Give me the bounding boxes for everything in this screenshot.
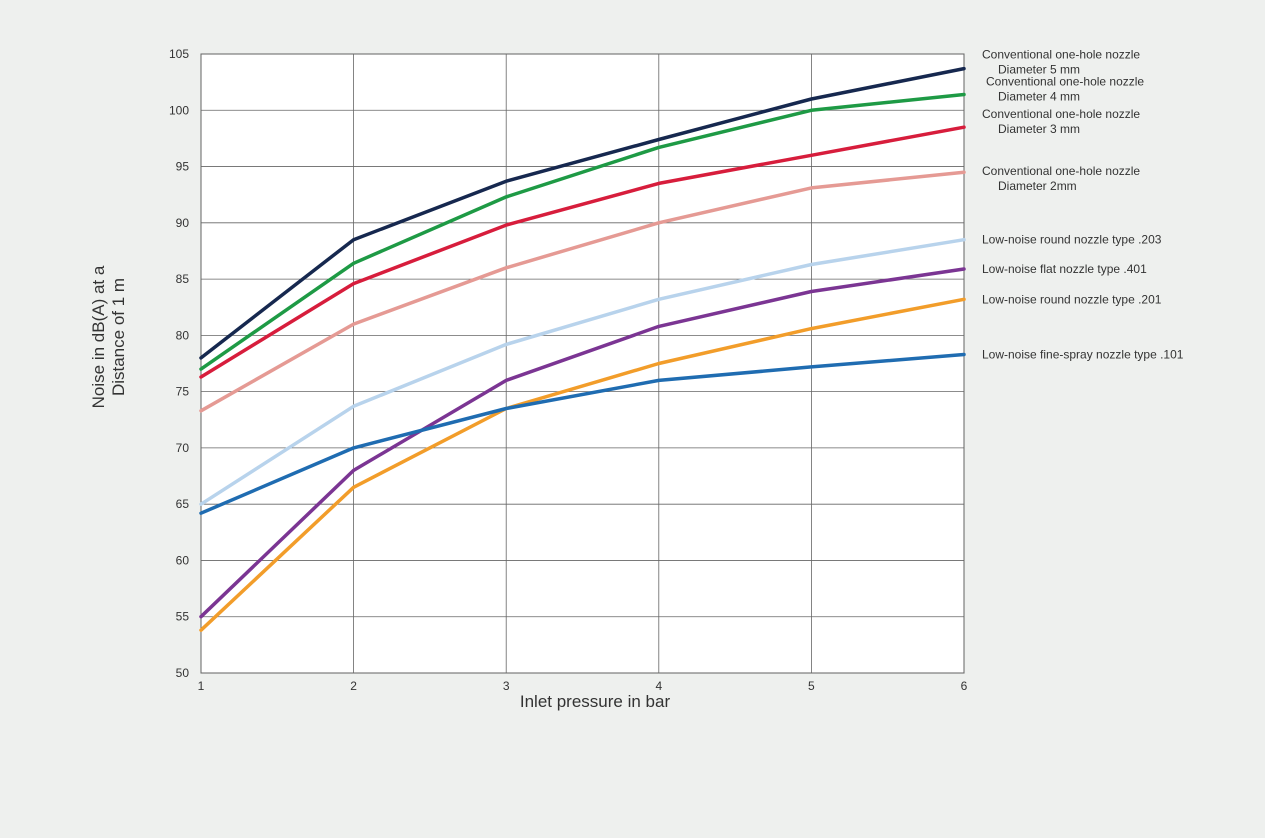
- legend-label: Diameter 5 mm: [998, 63, 1080, 77]
- y-tick-label: 50: [176, 666, 190, 680]
- legend-label: Low-noise round nozzle type .203: [982, 233, 1162, 247]
- legend-label: Conventional one-hole nozzle: [982, 164, 1140, 178]
- series-line-1: [199, 66, 966, 360]
- series-line-5: [199, 237, 966, 506]
- x-tick-label: 4: [655, 679, 662, 693]
- y-tick-label: 60: [176, 553, 190, 567]
- y-tick-label: 95: [176, 160, 190, 174]
- x-tick-label: 5: [808, 679, 815, 693]
- series-line-6: [199, 267, 966, 619]
- series-line-4: [199, 170, 966, 413]
- legend-entry-7: Low-noise round nozzle type .201: [982, 292, 1162, 306]
- legend-label: Conventional one-hole nozzle: [982, 107, 1140, 121]
- y-tick-label: 55: [176, 610, 190, 624]
- series-line-7: [199, 297, 966, 632]
- y-tick-label: 80: [176, 328, 190, 342]
- series-line-3: [199, 125, 966, 379]
- x-tick-label: 1: [198, 679, 205, 693]
- series-line-2: [199, 92, 966, 371]
- y-tick-label: 105: [169, 47, 189, 61]
- y-axis-title: Noise in dB(A) at a Distance of 1 m: [89, 265, 128, 408]
- x-axis-title: Inlet pressure in bar: [520, 692, 671, 711]
- legend-label: Conventional one-hole nozzle: [986, 75, 1144, 89]
- y-axis-title-line-1: Noise in dB(A) at a: [89, 265, 108, 408]
- legend-label: Low-noise round nozzle type .201: [982, 292, 1162, 306]
- y-tick-label: 90: [176, 216, 190, 230]
- series-lines: [199, 66, 966, 632]
- legend-entry-5: Low-noise round nozzle type .203: [982, 233, 1162, 247]
- y-tick-label: 100: [169, 103, 189, 117]
- y-tick-label: 70: [176, 441, 190, 455]
- x-tick-label: 6: [961, 679, 968, 693]
- y-tick-label: 75: [176, 385, 190, 399]
- legend-label: Diameter 4 mm: [998, 90, 1080, 104]
- legend-label: Low-noise fine-spray nozzle type .101: [982, 347, 1184, 361]
- y-axis-title-line-2: Distance of 1 m: [109, 278, 128, 396]
- legend-label: Conventional one-hole nozzle: [982, 48, 1140, 62]
- legend-label: Low-noise flat nozzle type .401: [982, 262, 1147, 276]
- y-tick-label: 85: [176, 272, 190, 286]
- legend-entry-6: Low-noise flat nozzle type .401: [982, 262, 1147, 276]
- x-tick-label: 3: [503, 679, 510, 693]
- x-tick-label: 2: [350, 679, 357, 693]
- legend-entry-8: Low-noise fine-spray nozzle type .101: [982, 347, 1184, 361]
- series-line-8: [199, 352, 966, 515]
- tick-labels: 50 55 60 65 70 75 80 85 90 95 100 105 1 2 3 4 5 6: [169, 47, 968, 693]
- legend-label: Diameter 3 mm: [998, 122, 1080, 136]
- legend-label: Diameter 2mm: [998, 179, 1077, 193]
- y-tick-label: 65: [176, 497, 190, 511]
